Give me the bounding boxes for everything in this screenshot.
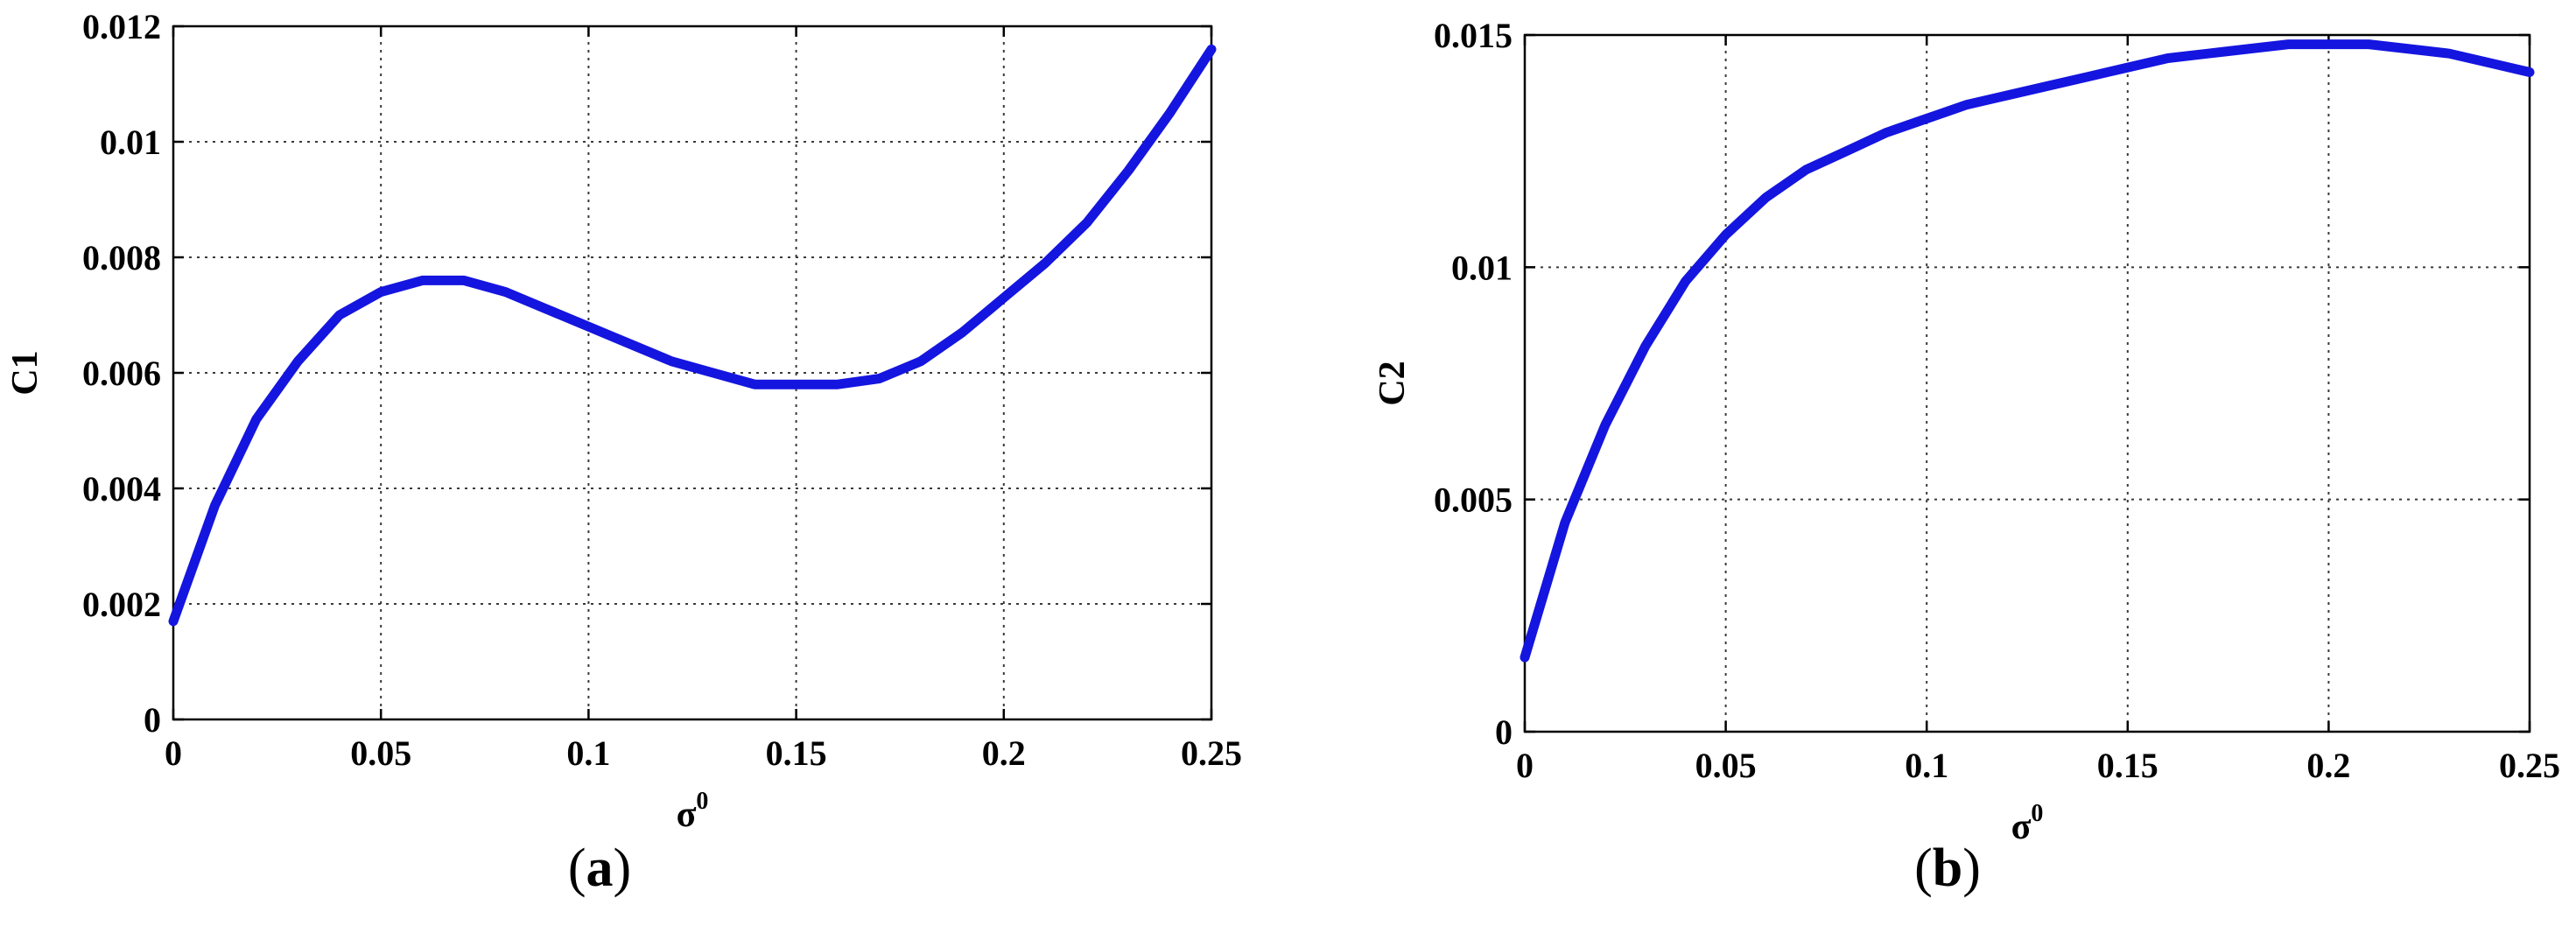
y-tick-label: 0.002 [82,585,161,624]
x-tick-label: 0.05 [1695,746,1757,785]
y-tick-label: 0.012 [82,7,161,46]
x-tick-label: 0 [1516,746,1534,785]
y-axis-label: C2 [1372,361,1413,405]
y-tick-label: 0 [144,700,161,740]
x-tick-label: 0.15 [766,733,827,773]
y-tick-label: 0.015 [1434,16,1513,55]
x-tick-label: 0 [165,733,182,773]
y-tick-label: 0.008 [82,238,161,277]
x-tick-label: 0.25 [1181,733,1242,773]
x-tick-label: 0.2 [2306,746,2350,785]
chart-panel-b: 0 0.05 0.1 0.15 0.2 0.25 0 0.005 0.01 0.015 σ0 C2 (b… [1372,16,2560,898]
y-axis-label: C1 [5,350,46,395]
y-tick-label: 0.01 [100,123,161,162]
y-tick-label: 0 [1495,712,1513,752]
x-tick-label: 0.2 [982,733,1026,773]
panel-label: (a) [568,838,631,898]
x-tick-label: 0.1 [566,733,610,773]
x-tick-label: 0.1 [1905,746,1948,785]
x-tick-label: 0.25 [2499,746,2560,785]
chart-panel-a: 0 0.05 0.1 0.15 0.2 0.25 0 0.002 0.004 0.006 0.008… [5,7,1242,898]
x-axis-label: σ0 [2011,800,2044,847]
y-tick-label: 0.01 [1451,248,1513,287]
y-tick-label: 0.004 [82,469,161,509]
x-axis-label: σ0 [677,788,709,835]
series-line-c1 [168,44,1217,627]
x-tick-label: 0.15 [2097,746,2158,785]
series-line-c2 [1520,39,2535,663]
panel-label: (b) [1914,838,1981,898]
y-tick-label: 0.006 [82,354,161,393]
x-tick-label: 0.05 [350,733,411,773]
y-tick-label: 0.005 [1434,481,1513,520]
plot-frame [1523,33,2531,733]
